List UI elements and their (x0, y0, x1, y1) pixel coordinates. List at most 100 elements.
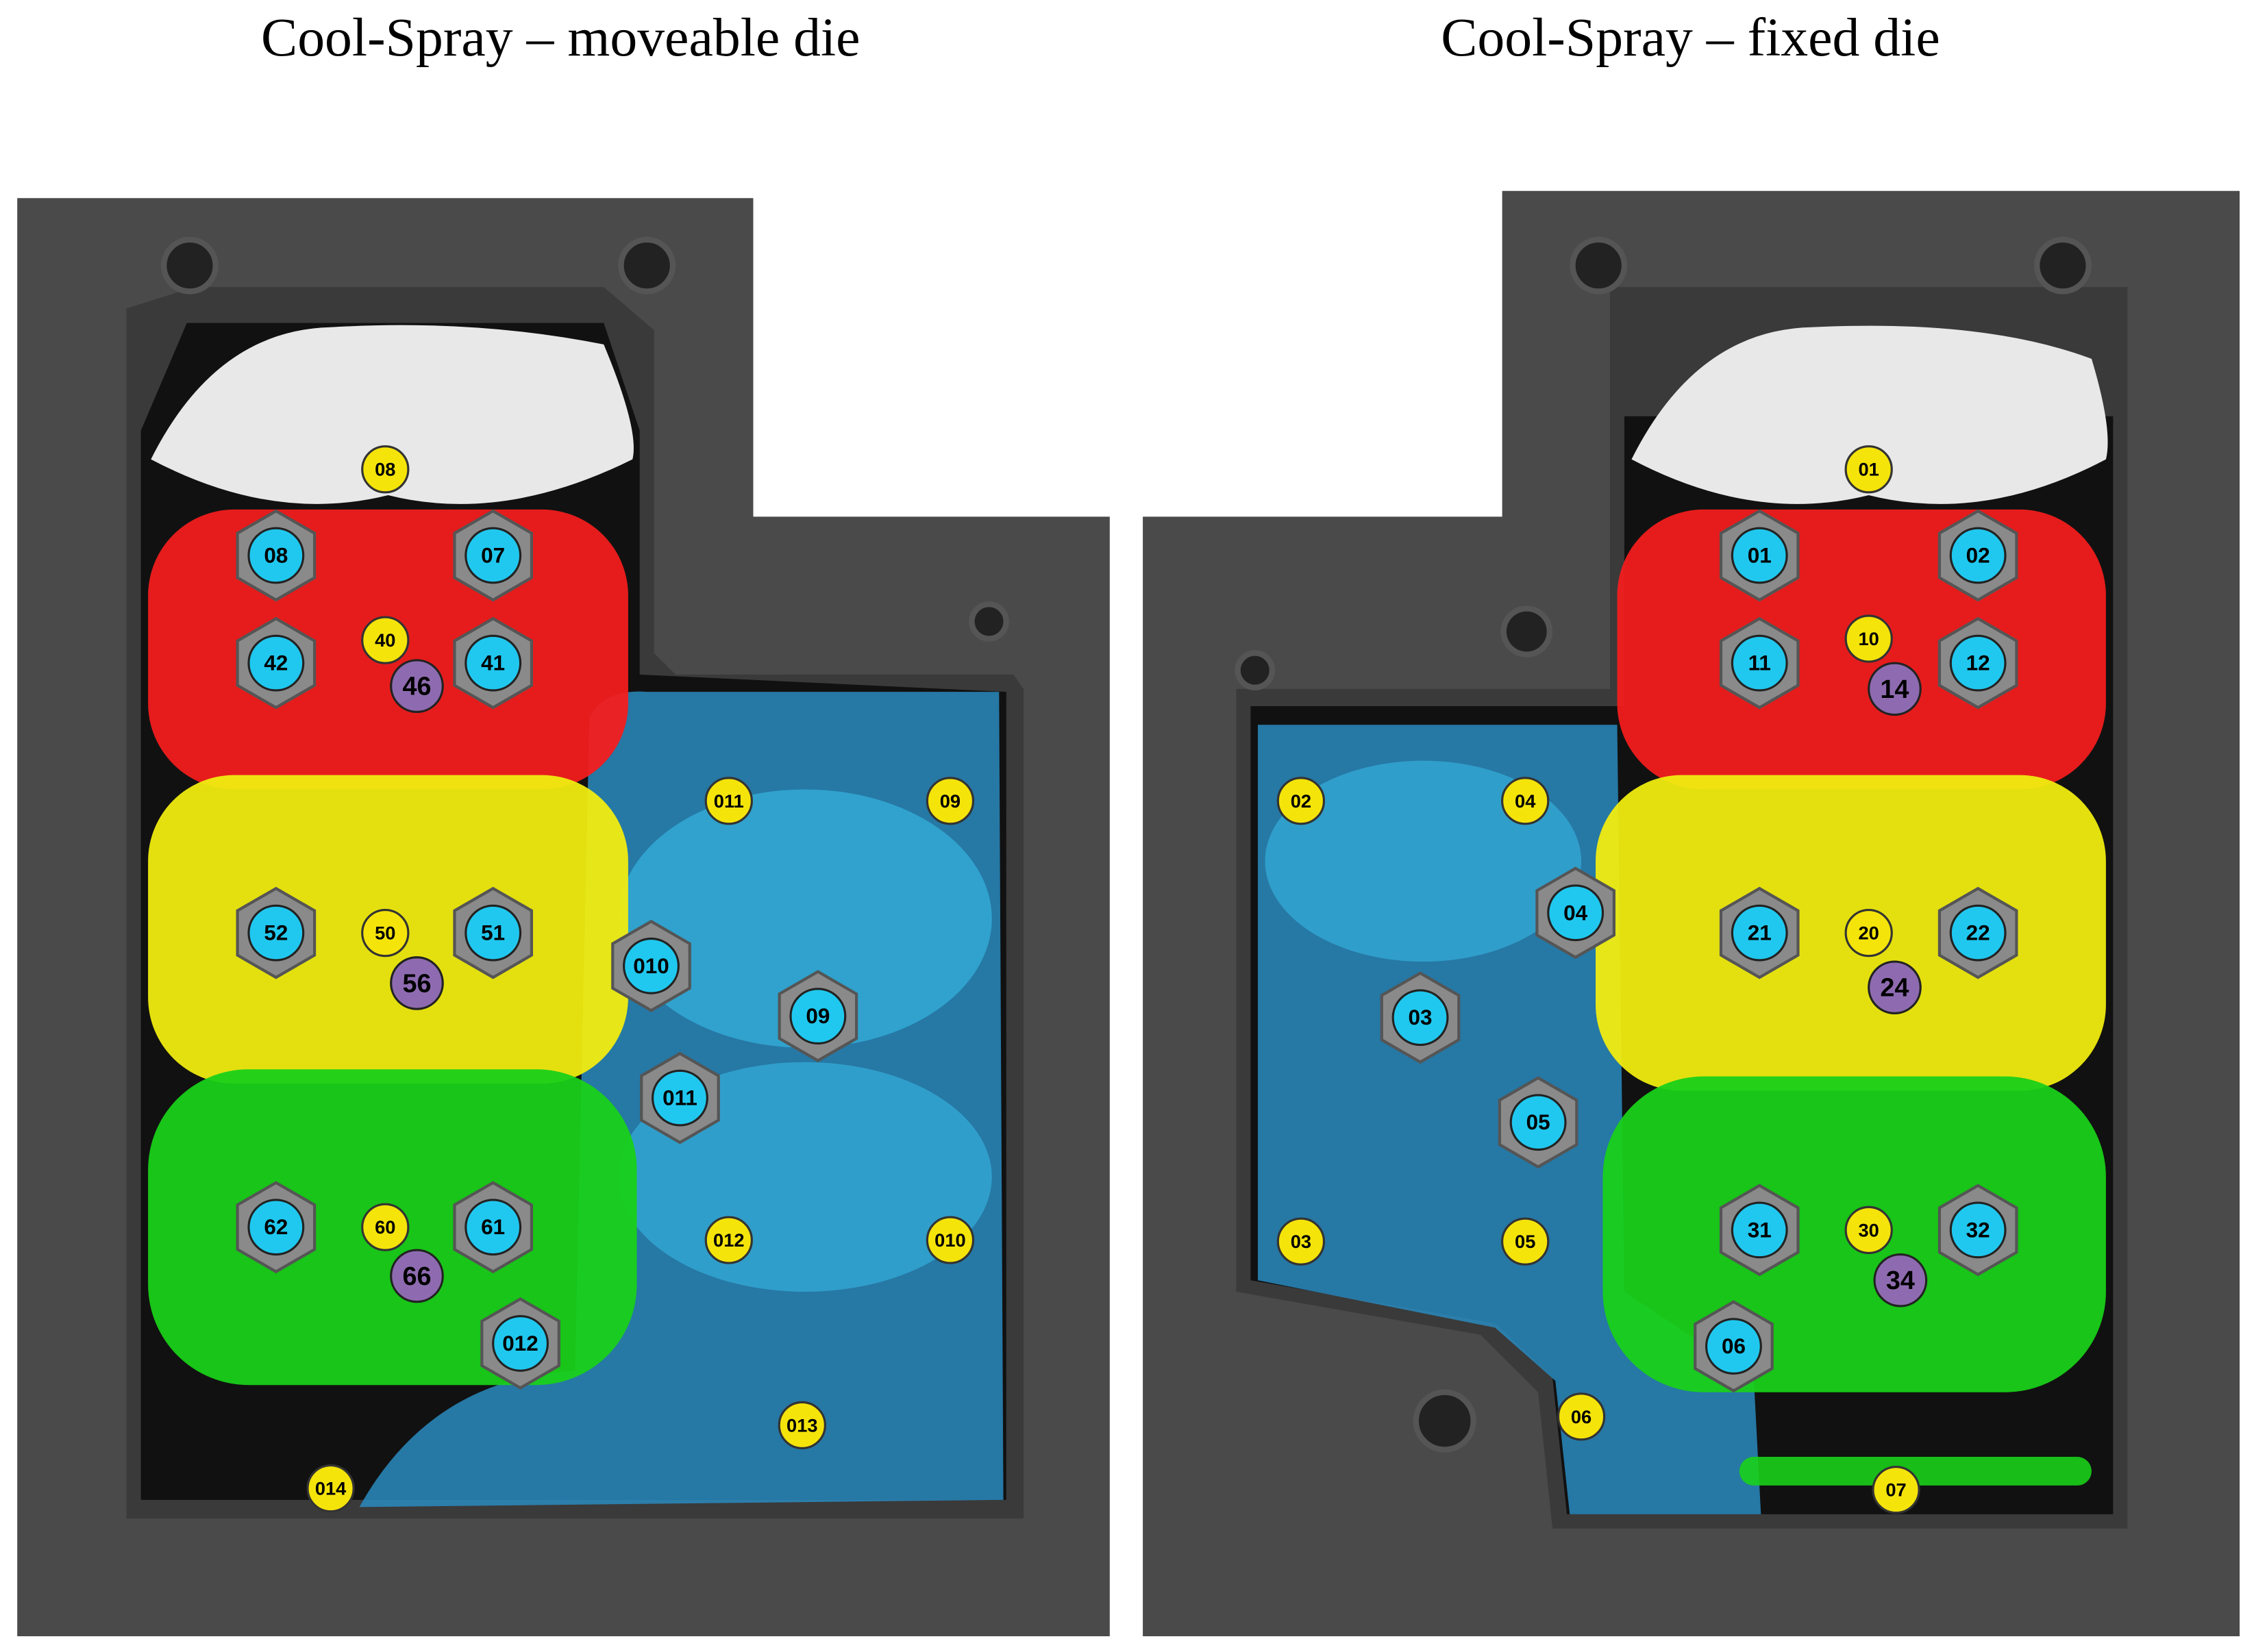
marker: 10 (1844, 614, 1893, 663)
marker: 012 (704, 1216, 753, 1264)
spray-blue (618, 789, 992, 1048)
marker: 01 (1844, 445, 1893, 494)
marker-dot (390, 956, 444, 1010)
marker-dot (1731, 904, 1788, 962)
marker-dot (1949, 1201, 2007, 1259)
marker-label: 010 (934, 1229, 965, 1251)
bolt (618, 236, 676, 295)
marker-dot (247, 527, 305, 584)
marker-dot (1731, 634, 1788, 692)
marker-label: 60 (375, 1216, 395, 1238)
marker-dot (1949, 904, 2007, 962)
marker: 013 (778, 1401, 826, 1450)
marker-label: 012 (502, 1331, 538, 1355)
marker: 46 (390, 659, 444, 713)
marker-label: 01 (1748, 543, 1772, 567)
spray-green (1739, 1457, 2092, 1486)
bolt (1413, 1389, 1476, 1453)
marker-label: 22 (1966, 921, 1990, 945)
funnel (151, 325, 634, 504)
bolts (161, 236, 2092, 1453)
marker-label: 06 (1571, 1406, 1592, 1427)
marker-dot (1868, 960, 1922, 1015)
marker-label: 02 (1966, 543, 1990, 567)
marker-label: 40 (375, 629, 395, 651)
marker-dot (247, 904, 305, 962)
marker: 06 (1557, 1392, 1606, 1441)
marker-dot (1557, 1392, 1606, 1441)
marker-dot (1705, 1318, 1762, 1375)
marker-dot (652, 1069, 708, 1127)
marker-dot (1391, 989, 1449, 1047)
marker-dot (704, 1216, 753, 1264)
marker: 30 (1844, 1205, 1893, 1255)
marker: 04 (1535, 866, 1615, 960)
marker: 06 (1694, 1300, 1774, 1393)
marker-label: 010 (633, 954, 669, 978)
marker-label: 32 (1966, 1218, 1990, 1242)
marker: 03 (1276, 1217, 1326, 1266)
marker-label: 14 (1880, 675, 1909, 703)
marker: 66 (390, 1249, 444, 1303)
marker-label: 21 (1748, 921, 1772, 945)
marker-dot (1868, 662, 1922, 716)
marker-dot (1949, 527, 2007, 584)
marker-label: 51 (481, 921, 505, 945)
marker-label: 03 (1409, 1005, 1433, 1029)
marker: 07 (1872, 1466, 1920, 1514)
marker-dot (361, 445, 410, 494)
marker: 011 (704, 777, 753, 825)
marker-dot (465, 634, 522, 692)
marker-label: 05 (1526, 1110, 1550, 1134)
marker-label: 10 (1859, 628, 1879, 649)
marker-label: 03 (1291, 1231, 1311, 1252)
marker: 62 (236, 1181, 317, 1274)
marker-label: 01 (1859, 459, 1879, 480)
marker-dot (361, 909, 410, 958)
marker-dot (1872, 1466, 1920, 1514)
marker-label: 42 (264, 651, 288, 675)
marker-dot (1949, 634, 2007, 692)
marker-label: 11 (1748, 651, 1771, 675)
marker: 21 (1719, 886, 1800, 979)
marker-dot (247, 634, 305, 692)
spray-blue (1265, 760, 1582, 962)
bolt (161, 236, 219, 295)
marker-dot (1501, 1217, 1550, 1266)
marker: 08 (361, 445, 410, 494)
marker: 09 (778, 970, 858, 1063)
marker-dot (778, 1401, 826, 1450)
marker-dot (1731, 527, 1788, 584)
marker-label: 41 (481, 651, 505, 675)
marker-label: 62 (264, 1215, 288, 1239)
markers: 08 07 42 41 52 51 010 09 011 62 61 012 01 02 11 12 04 21 2… (236, 445, 2018, 1514)
funnel (1631, 325, 2108, 504)
marker-dot (704, 777, 753, 825)
marker: 50 (361, 909, 410, 958)
marker-dot (1844, 909, 1893, 958)
marker-dot (390, 659, 444, 713)
marker-label: 66 (402, 1262, 431, 1290)
marker: 24 (1868, 960, 1922, 1015)
marker: 31 (1719, 1184, 1800, 1277)
marker: 07 (453, 509, 534, 602)
marker-dot (247, 1199, 305, 1256)
marker-dot (1509, 1094, 1567, 1151)
marker: 51 (453, 886, 534, 979)
marker-label: 30 (1859, 1219, 1879, 1240)
marker-label: 09 (806, 1004, 830, 1028)
marker-dot (306, 1464, 355, 1513)
marker-label: 24 (1880, 973, 1909, 1002)
marker-label: 34 (1886, 1266, 1915, 1294)
marker-label: 20 (1859, 923, 1879, 944)
marker: 22 (1937, 886, 2018, 979)
marker-label: 52 (264, 921, 288, 945)
marker-dot (390, 1249, 444, 1303)
marker-label: 61 (481, 1215, 505, 1239)
marker-dot (1873, 1253, 1928, 1307)
marker: 02 (1276, 777, 1326, 825)
marker: 09 (926, 777, 975, 825)
marker: 56 (390, 956, 444, 1010)
marker-label: 09 (940, 790, 961, 812)
